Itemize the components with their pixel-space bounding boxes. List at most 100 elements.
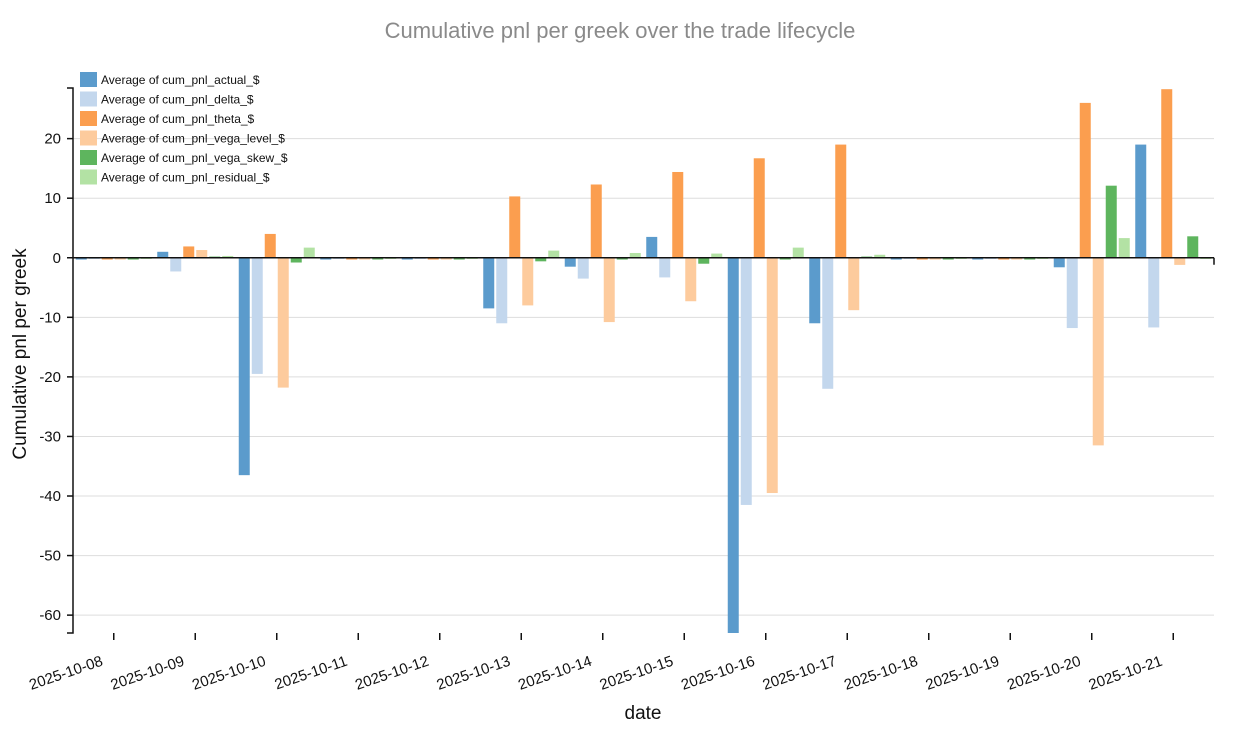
bar-2025-10-15-series-1[interactable]	[659, 257, 671, 278]
bar-2025-10-17-series-0[interactable]	[809, 257, 821, 324]
bar-2025-10-20-series-2[interactable]	[1079, 102, 1091, 258]
legend-item[interactable]: Average of cum_pnl_residual_$	[80, 169, 270, 185]
bar-2025-10-16-series-0[interactable]	[727, 257, 739, 633]
bar-2025-10-08-series-3[interactable]	[114, 257, 126, 260]
bar-2025-10-13-series-1[interactable]	[496, 257, 508, 324]
bar-2025-10-13-series-4[interactable]	[535, 257, 547, 262]
legend-item[interactable]: Average of cum_pnl_delta_$	[80, 91, 254, 107]
bar-2025-10-13-series-5[interactable]	[548, 250, 560, 258]
x-axis: 2025-10-08 2025-10-09 2025-10-10 2025-10-11…	[27, 257, 1215, 694]
x-tick-label: 2025-10-13	[434, 653, 512, 694]
x-tick-label: 2025-10-19	[923, 653, 1001, 694]
bar-2025-10-17-series-2[interactable]	[835, 144, 847, 258]
legend-item[interactable]: Average of cum_pnl_actual_$	[80, 72, 260, 87]
bar-2025-10-15-series-5[interactable]	[711, 253, 723, 258]
bar-2025-10-15-series-0[interactable]	[646, 236, 658, 258]
bar-2025-10-14-series-1[interactable]	[577, 257, 589, 279]
bar-2025-10-10-series-4[interactable]	[290, 257, 302, 263]
legend-label: Average of cum_pnl_vega_level_$	[101, 132, 285, 146]
bar-2025-10-17-series-5[interactable]	[874, 254, 886, 258]
legend-item[interactable]: Average of cum_pnl_theta_$	[80, 111, 255, 126]
x-tick-label: 2025-10-09	[108, 653, 186, 694]
bar-2025-10-18-series-4[interactable]	[942, 257, 954, 260]
legend-item[interactable]: Average of cum_pnl_vega_skew_$	[80, 150, 288, 165]
bar-2025-10-13-series-2[interactable]	[509, 196, 521, 258]
bar-2025-10-10-series-2[interactable]	[264, 233, 276, 258]
bar-2025-10-16-series-1[interactable]	[740, 257, 752, 505]
bar-2025-10-21-series-0[interactable]	[1135, 144, 1147, 258]
bar-2025-10-18-series-2[interactable]	[916, 257, 928, 260]
y-tick-label: -40	[39, 488, 61, 505]
bar-2025-10-09-series-3[interactable]	[196, 250, 208, 258]
bar-2025-10-12-series-0[interactable]	[401, 257, 413, 260]
bar-2025-10-20-series-1[interactable]	[1066, 257, 1078, 329]
x-tick-label: 2025-10-17	[760, 653, 838, 694]
legend-label: Average of cum_pnl_actual_$	[101, 73, 260, 87]
bar-2025-10-11-series-2[interactable]	[346, 257, 358, 260]
x-tick-label: 2025-10-20	[1005, 653, 1083, 694]
bar-2025-10-09-series-1[interactable]	[170, 257, 182, 272]
bar-2025-10-16-series-2[interactable]	[753, 158, 765, 258]
x-axis-label: date	[625, 703, 662, 724]
bar-2025-10-15-series-4[interactable]	[698, 257, 710, 264]
bar-2025-10-16-series-3[interactable]	[766, 257, 778, 494]
bar-2025-10-12-series-2[interactable]	[427, 257, 439, 260]
legend-swatch	[80, 72, 97, 87]
bar-2025-10-16-series-4[interactable]	[779, 257, 791, 260]
bar-2025-10-12-series-3[interactable]	[440, 257, 452, 260]
bar-2025-10-11-series-0[interactable]	[320, 257, 332, 260]
bar-2025-10-20-series-4[interactable]	[1105, 185, 1117, 258]
legend-label: Average of cum_pnl_residual_$	[101, 171, 270, 185]
bar-2025-10-18-series-0[interactable]	[890, 257, 902, 260]
bar-2025-10-14-series-4[interactable]	[616, 257, 628, 260]
bar-2025-10-09-series-0[interactable]	[157, 251, 169, 258]
x-tick-label: 2025-10-08	[27, 653, 105, 694]
bar-2025-10-20-series-3[interactable]	[1092, 257, 1104, 446]
bar-2025-10-10-series-0[interactable]	[238, 257, 250, 476]
bar-2025-10-17-series-3[interactable]	[848, 257, 860, 311]
y-tick-label: -10	[39, 309, 61, 326]
bar-2025-10-10-series-3[interactable]	[277, 257, 289, 388]
bar-2025-10-09-series-5[interactable]	[222, 255, 234, 258]
bar-2025-10-16-series-5[interactable]	[792, 247, 804, 258]
bar-2025-10-09-series-2[interactable]	[183, 246, 195, 258]
bar-2025-10-13-series-0[interactable]	[483, 257, 495, 309]
bar-2025-10-21-series-4[interactable]	[1187, 236, 1199, 258]
bar-2025-10-11-series-4[interactable]	[372, 257, 384, 260]
bar-2025-10-21-series-1[interactable]	[1148, 257, 1160, 328]
bar-2025-10-13-series-3[interactable]	[522, 257, 534, 306]
x-tick-label: 2025-10-10	[190, 653, 268, 694]
bar-2025-10-15-series-3[interactable]	[685, 257, 697, 302]
bar-2025-10-18-series-3[interactable]	[929, 257, 941, 260]
bar-2025-10-20-series-0[interactable]	[1053, 257, 1065, 268]
bar-2025-10-19-series-3[interactable]	[1011, 257, 1023, 260]
bar-2025-10-21-series-3[interactable]	[1174, 257, 1186, 265]
bar-2025-10-12-series-4[interactable]	[453, 257, 465, 260]
legend-item[interactable]: Average of cum_pnl_vega_level_$	[80, 130, 285, 146]
bar-2025-10-08-series-4[interactable]	[127, 257, 139, 260]
bar-2025-10-20-series-5[interactable]	[1118, 238, 1130, 258]
y-tick-label: 0	[53, 250, 61, 267]
bar-2025-10-14-series-5[interactable]	[629, 252, 641, 258]
y-tick-label: -60	[39, 607, 61, 624]
bar-2025-10-17-series-1[interactable]	[822, 257, 834, 389]
bar-2025-10-14-series-0[interactable]	[564, 257, 576, 267]
bar-2025-10-21-series-2[interactable]	[1161, 89, 1173, 258]
bar-2025-10-08-series-0[interactable]	[75, 257, 87, 260]
y-axis-label: Cumulative pnl per greek	[10, 248, 31, 460]
bar-2025-10-14-series-3[interactable]	[603, 257, 615, 323]
bar-2025-10-10-series-1[interactable]	[251, 257, 263, 374]
bar-2025-10-14-series-2[interactable]	[590, 184, 602, 258]
y-tick-label: -30	[39, 428, 61, 445]
bar-2025-10-15-series-2[interactable]	[672, 171, 684, 258]
bar-2025-10-19-series-4[interactable]	[1024, 257, 1036, 260]
bar-2025-10-19-series-0[interactable]	[972, 257, 984, 260]
bar-2025-10-08-series-2[interactable]	[101, 257, 113, 260]
bar-2025-10-11-series-3[interactable]	[359, 257, 371, 260]
bar-2025-10-19-series-2[interactable]	[998, 257, 1010, 260]
bar-2025-10-10-series-5[interactable]	[303, 247, 315, 258]
legend-label: Average of cum_pnl_delta_$	[101, 93, 254, 107]
legend-label: Average of cum_pnl_vega_skew_$	[101, 151, 288, 165]
